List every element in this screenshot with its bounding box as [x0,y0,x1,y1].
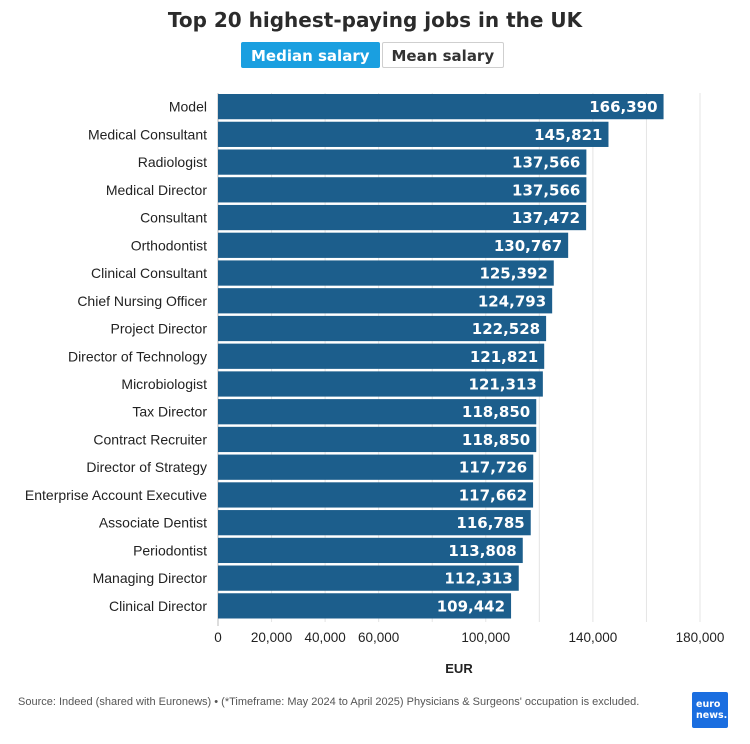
median-salary-button[interactable]: Median salary [241,42,380,68]
value-label: 130,767 [494,237,562,255]
category-labels: Model Medical Consultant Radiologist Medica… [25,99,207,614]
bar[interactable] [218,204,587,231]
category-label: Enterprise Account Executive [25,487,207,503]
value-label: 166,390 [589,98,657,116]
bar[interactable] [218,343,545,369]
value-label: 117,726 [459,459,527,477]
category-label: Orthodontist [131,237,207,253]
bar[interactable] [218,593,512,619]
category-label: Consultant [140,210,207,226]
bar[interactable] [218,288,553,314]
category-label: Model [169,99,207,115]
category-label: Project Director [111,321,208,337]
category-label: Periodontist [133,542,207,558]
bar[interactable] [218,121,609,147]
category-label: Clinical Director [109,598,207,614]
value-label: 125,392 [479,265,547,283]
x-tick-label: 20,000 [251,630,292,645]
source-note: Source: Indeed (shared with Euronews) • … [18,696,640,708]
x-tick-label: 140,000 [568,630,617,645]
bar[interactable] [218,177,587,203]
bar[interactable] [218,371,543,397]
value-label: 122,528 [472,320,540,338]
logo-text-line1: euro [696,699,721,710]
bar[interactable] [218,315,547,342]
x-tick-label: 60,000 [358,630,399,645]
value-label: 137,566 [512,154,580,172]
value-labels: 166,390 145,821 137,566 137,566 137,472 130,7… [437,98,658,615]
value-label: 112,313 [444,570,512,588]
value-label: 124,793 [478,292,546,310]
x-tick-label: 180,000 [676,630,725,645]
bar[interactable] [218,426,537,453]
x-tick-label: 0 [214,630,222,645]
category-label: Medical Director [106,182,207,198]
x-tick-label: 100,000 [461,630,510,645]
category-label: Clinical Consultant [91,265,207,281]
bar-chart: Model Medical Consultant Radiologist Medica… [25,93,724,676]
bar[interactable] [218,94,664,120]
bar[interactable] [218,565,519,591]
bar[interactable] [218,260,554,286]
category-label: Radiologist [138,154,207,170]
bar[interactable] [218,399,537,425]
category-label: Managing Director [93,570,208,586]
x-axis-title: EUR [445,661,473,676]
value-label: 137,472 [512,209,580,227]
euronews-logo: euro news. [692,692,728,728]
category-label: Contract Recruiter [93,431,207,447]
bar[interactable] [218,232,569,258]
value-label: 137,566 [512,181,580,199]
value-label: 109,442 [437,597,505,615]
value-label: 113,808 [448,542,516,560]
value-label: 118,850 [462,431,530,449]
bar[interactable] [218,510,531,536]
chart-title: Top 20 highest-paying jobs in the UK [167,8,583,32]
value-label: 121,821 [470,348,538,366]
value-label: 118,850 [462,403,530,421]
category-label: Microbiologist [121,376,207,392]
bar[interactable] [218,482,534,508]
bar[interactable] [218,149,587,175]
salary-toggle: Median salary Mean salary [241,42,505,68]
category-label: Medical Consultant [88,126,207,142]
category-label: Chief Nursing Officer [77,293,207,309]
x-tick-label: 40,000 [304,630,345,645]
value-label: 145,821 [534,126,602,144]
category-label: Tax Director [132,404,207,420]
bar[interactable] [218,454,534,480]
x-axis-ticks: 0 20,000 40,000 60,000 100,000 140,000 180,000 [214,630,724,645]
category-label: Director of Strategy [86,459,207,475]
bars [218,94,664,619]
value-label: 117,662 [459,486,527,504]
logo-text-line2: news. [696,710,728,721]
mean-salary-button[interactable]: Mean salary [381,42,505,68]
value-label: 121,313 [469,375,537,393]
category-label: Director of Technology [68,348,207,364]
bar[interactable] [218,537,523,564]
value-label: 116,785 [456,514,524,532]
category-label: Associate Dentist [99,515,207,531]
